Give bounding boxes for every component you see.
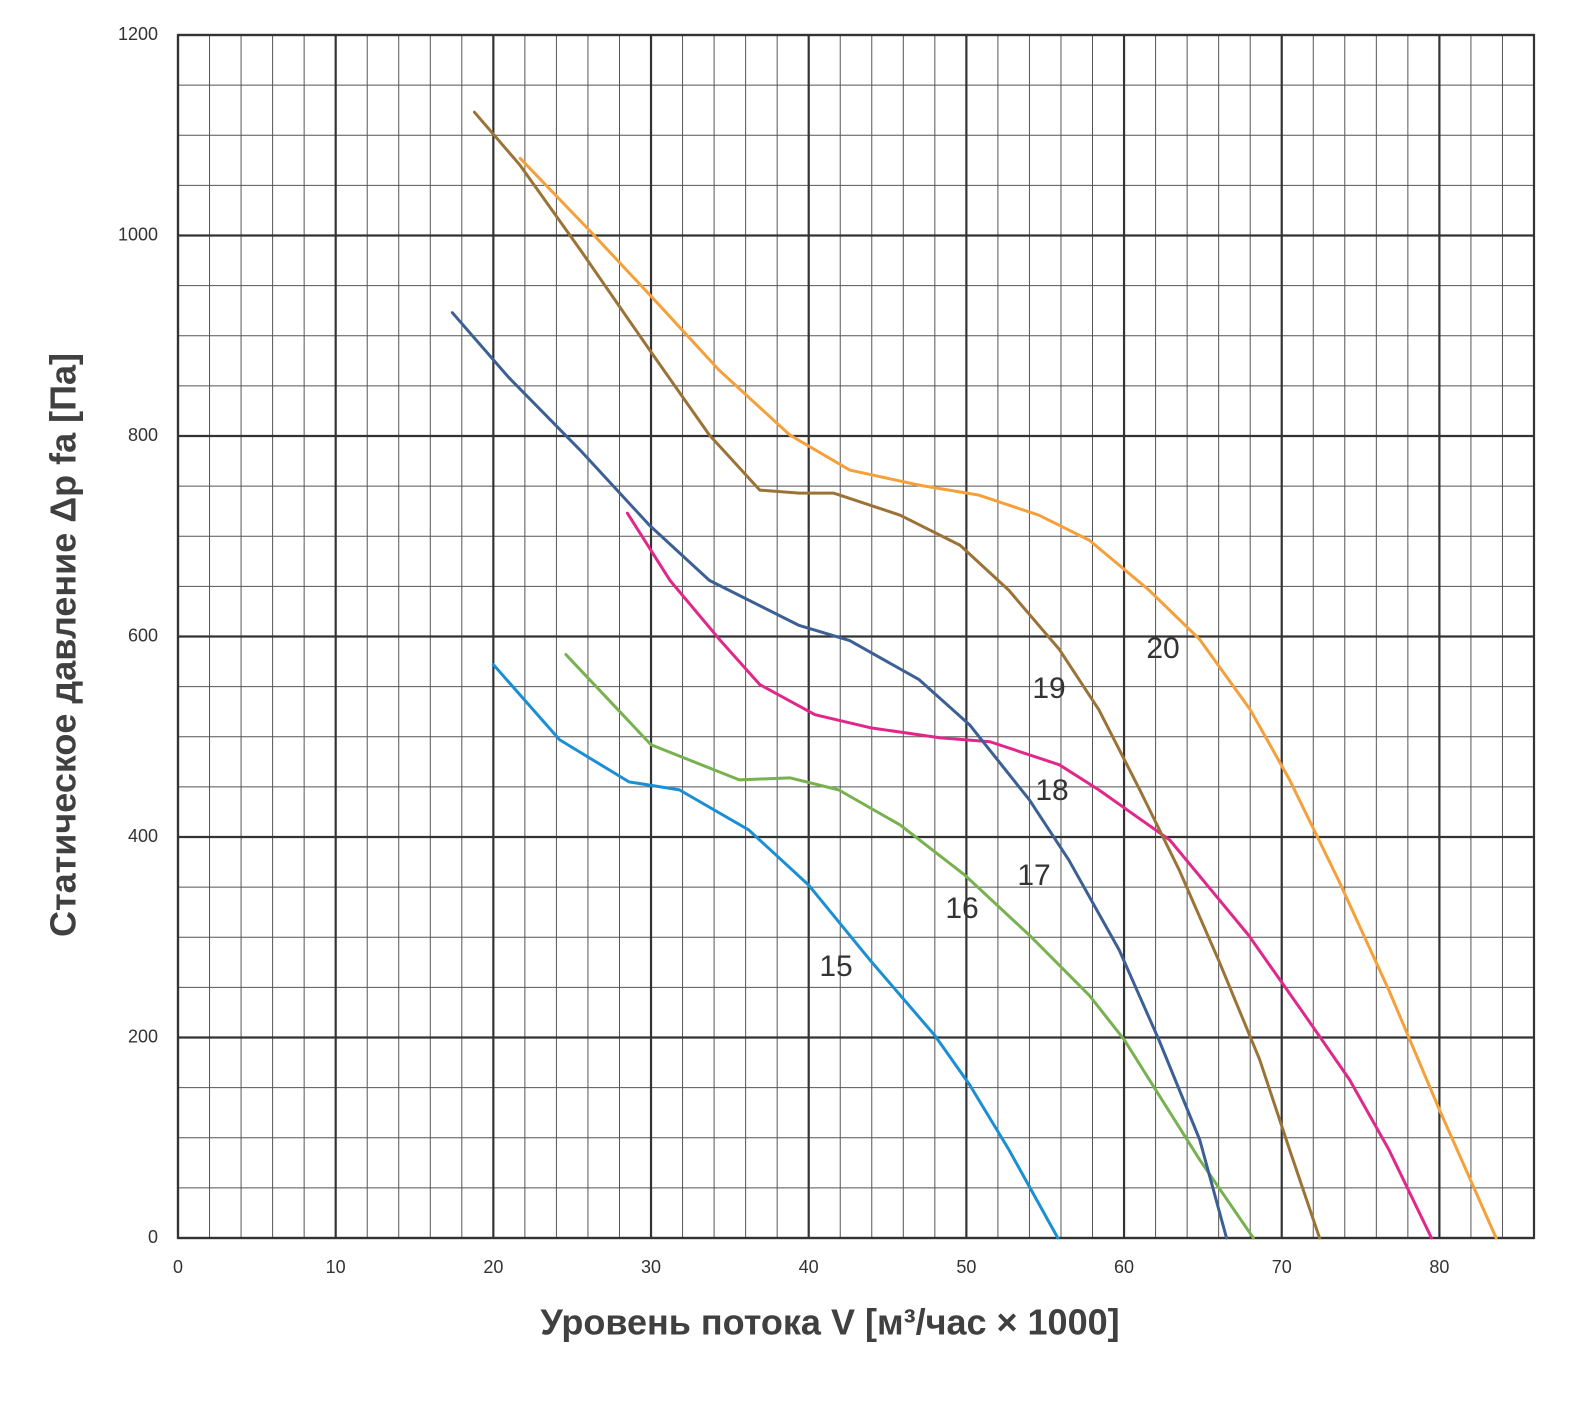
x-tick-label: 80 xyxy=(1429,1257,1449,1277)
series-label: 16 xyxy=(945,892,978,925)
x-tick-label: 20 xyxy=(483,1257,503,1277)
series-label: 19 xyxy=(1032,672,1065,705)
y-tick-label: 0 xyxy=(148,1227,158,1247)
x-tick-label: 30 xyxy=(641,1257,661,1277)
x-tick-label: 10 xyxy=(326,1257,346,1277)
x-tick-label: 40 xyxy=(799,1257,819,1277)
y-tick-label: 400 xyxy=(128,826,158,846)
series-line xyxy=(518,156,1498,1240)
x-tick-label: 70 xyxy=(1272,1257,1292,1277)
y-tick-label: 1200 xyxy=(118,24,158,44)
y-tick-label: 200 xyxy=(128,1026,158,1046)
x-tick-label: 60 xyxy=(1114,1257,1134,1277)
plot-frame xyxy=(176,33,1536,1240)
x-axis-title: Уровень потока V [м³/час × 1000] xyxy=(540,1302,1119,1343)
series-line xyxy=(491,663,1060,1240)
series-line xyxy=(472,110,1322,1240)
y-axis-title: Статическое давление Δp fa [Па] xyxy=(43,353,84,937)
series-label: 17 xyxy=(1017,859,1050,892)
series-label: 20 xyxy=(1146,632,1179,665)
series-label: 15 xyxy=(819,950,852,983)
series-line xyxy=(625,511,1434,1240)
y-tick-label: 1000 xyxy=(118,224,158,244)
y-tick-label: 800 xyxy=(128,425,158,445)
y-tick-label: 600 xyxy=(128,625,158,645)
series-line xyxy=(564,653,1255,1240)
series-line xyxy=(450,311,1229,1240)
x-tick-label: 0 xyxy=(173,1257,183,1277)
x-tick-label: 50 xyxy=(956,1257,976,1277)
series-label: 18 xyxy=(1035,774,1068,807)
